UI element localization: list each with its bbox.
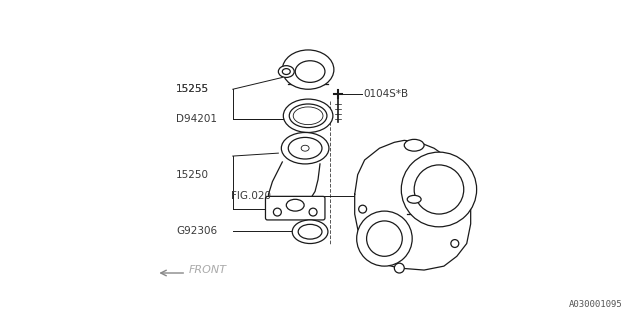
Ellipse shape <box>284 99 333 132</box>
Text: D94201: D94201 <box>176 114 217 124</box>
Text: FIG.020: FIG.020 <box>231 191 271 201</box>
Text: G92306: G92306 <box>176 226 218 236</box>
Ellipse shape <box>407 196 421 203</box>
Text: FRONT: FRONT <box>189 265 227 275</box>
Text: 15255: 15255 <box>176 84 209 94</box>
Ellipse shape <box>278 66 294 77</box>
Text: 15255: 15255 <box>176 84 209 94</box>
Text: 0104S*B: 0104S*B <box>364 89 409 99</box>
Circle shape <box>358 205 367 213</box>
Ellipse shape <box>282 50 334 89</box>
Ellipse shape <box>292 220 328 244</box>
Ellipse shape <box>282 68 291 75</box>
Ellipse shape <box>295 61 325 82</box>
Ellipse shape <box>404 140 424 151</box>
Circle shape <box>401 152 477 227</box>
Ellipse shape <box>289 104 327 128</box>
Circle shape <box>394 263 404 273</box>
Circle shape <box>273 208 282 216</box>
Ellipse shape <box>282 132 329 164</box>
Ellipse shape <box>298 224 322 239</box>
FancyBboxPatch shape <box>266 196 325 220</box>
Text: A030001095: A030001095 <box>568 300 622 309</box>
Circle shape <box>356 211 412 266</box>
Circle shape <box>367 221 403 256</box>
Circle shape <box>309 208 317 216</box>
Text: 15250: 15250 <box>176 170 209 180</box>
Circle shape <box>414 165 464 214</box>
Circle shape <box>451 240 459 247</box>
Ellipse shape <box>286 199 304 211</box>
Ellipse shape <box>288 137 322 159</box>
Ellipse shape <box>293 107 323 124</box>
Ellipse shape <box>301 145 309 151</box>
